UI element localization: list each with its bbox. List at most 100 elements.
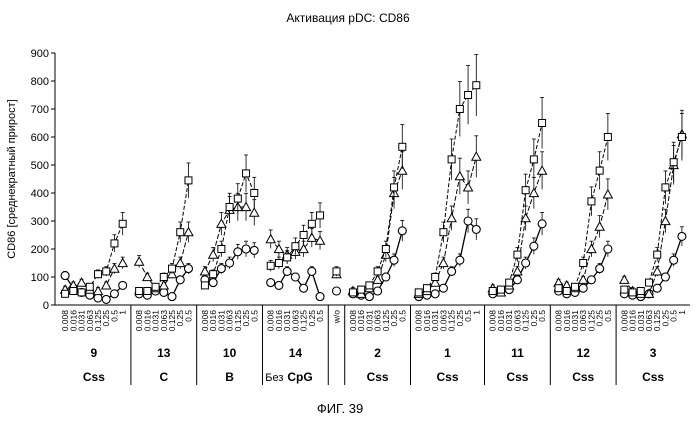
data-point-circle — [472, 225, 480, 233]
data-point-square — [637, 288, 644, 295]
concentration-label: 0.5 — [603, 310, 613, 322]
group-number: 12 — [577, 346, 591, 360]
data-point-square — [555, 285, 562, 292]
group-number: 1 — [444, 346, 451, 360]
concentration-label: 0.5 — [249, 310, 259, 322]
data-point-square — [292, 243, 299, 250]
data-point-circle — [102, 295, 110, 303]
y-tick-label: 0 — [43, 300, 49, 312]
data-point-triangle — [603, 190, 612, 198]
data-point-square — [489, 288, 496, 295]
y-tick-label: 900 — [31, 48, 49, 60]
data-point-circle — [678, 232, 686, 240]
data-point-square — [169, 265, 176, 272]
data-point-square — [144, 288, 151, 295]
data-point-circle — [382, 273, 390, 281]
data-point-square — [226, 204, 233, 211]
data-point-triangle — [455, 172, 464, 180]
data-point-square — [465, 92, 472, 99]
group-type: Css — [572, 370, 594, 384]
data-point-square — [177, 229, 184, 236]
data-point-circle — [160, 288, 168, 296]
data-point-square — [604, 134, 611, 141]
data-point-triangle — [209, 250, 218, 258]
data-point-square — [210, 271, 217, 278]
data-point-square — [300, 232, 307, 239]
data-point-circle — [448, 267, 456, 275]
figure-caption: ФИГ. 39 — [317, 401, 363, 416]
concentration-label: 1 — [118, 310, 128, 315]
concentration-label: 0.5 — [184, 310, 194, 322]
data-point-circle — [365, 293, 373, 301]
data-point-triangle — [653, 267, 662, 275]
data-point-square — [103, 268, 110, 275]
series-line-triangle — [559, 194, 608, 288]
group-type: Css — [506, 370, 528, 384]
data-point-square — [522, 187, 529, 194]
data-point-square — [456, 106, 463, 113]
group-type: Css — [367, 370, 389, 384]
data-point-circle — [242, 245, 250, 253]
data-point-triangle — [118, 259, 127, 267]
data-point-circle — [61, 272, 69, 280]
data-point-square — [662, 184, 669, 191]
y-tick-label: 600 — [31, 132, 49, 144]
group-type: B — [225, 370, 234, 384]
y-tick-label: 200 — [31, 244, 49, 256]
data-point-circle — [538, 220, 546, 228]
data-point-triangle — [538, 166, 547, 174]
data-point-square — [317, 212, 324, 219]
data-point-square — [95, 271, 102, 278]
data-point-circle — [431, 290, 439, 298]
data-point-triangle — [529, 189, 538, 197]
data-point-square — [473, 82, 480, 89]
data-point-square — [440, 229, 447, 236]
data-point-square — [78, 289, 85, 296]
data-point-triangle — [94, 287, 103, 295]
data-point-circle — [250, 246, 258, 254]
data-point-circle — [300, 284, 308, 292]
data-point-square — [448, 156, 455, 163]
data-point-circle — [670, 256, 678, 264]
data-point-circle — [604, 245, 612, 253]
group-type: C — [159, 370, 168, 384]
data-point-square — [530, 156, 537, 163]
data-point-circle — [119, 281, 127, 289]
group-number: 2 — [374, 346, 381, 360]
data-point-square — [349, 289, 356, 296]
data-point-circle — [374, 287, 382, 295]
data-point-square — [629, 289, 636, 296]
data-point-circle — [217, 265, 225, 273]
data-point-circle — [579, 284, 587, 292]
group-type-prefix: Без — [265, 372, 283, 384]
data-point-circle — [587, 276, 595, 284]
data-point-triangle — [316, 236, 325, 244]
data-point-square — [70, 288, 77, 295]
data-point-triangle — [250, 208, 259, 216]
data-point-square — [506, 279, 513, 286]
data-point-triangle — [439, 259, 448, 267]
data-point-square — [243, 170, 250, 177]
data-point-triangle — [184, 228, 193, 236]
concentration-label: 1 — [471, 310, 481, 315]
series-line-square — [493, 123, 542, 291]
data-point-square — [374, 268, 381, 275]
data-point-square — [152, 283, 159, 290]
data-point-square — [267, 262, 274, 269]
data-point-circle — [226, 259, 234, 267]
data-point-triangle — [102, 281, 111, 289]
data-point-circle — [209, 279, 217, 287]
data-point-triangle — [373, 275, 382, 283]
concentration-label: 0.5 — [397, 310, 407, 322]
data-point-triangle — [464, 183, 473, 191]
data-point-circle — [267, 279, 275, 287]
data-point-circle — [316, 293, 324, 301]
data-point-circle — [398, 227, 406, 235]
data-point-circle — [661, 273, 669, 281]
y-tick-label: 100 — [31, 272, 49, 284]
data-point-triangle — [620, 275, 629, 283]
data-point-triangle — [266, 235, 275, 243]
data-point-triangle — [110, 264, 119, 272]
data-point-circle — [522, 259, 530, 267]
data-point-square — [432, 274, 439, 281]
